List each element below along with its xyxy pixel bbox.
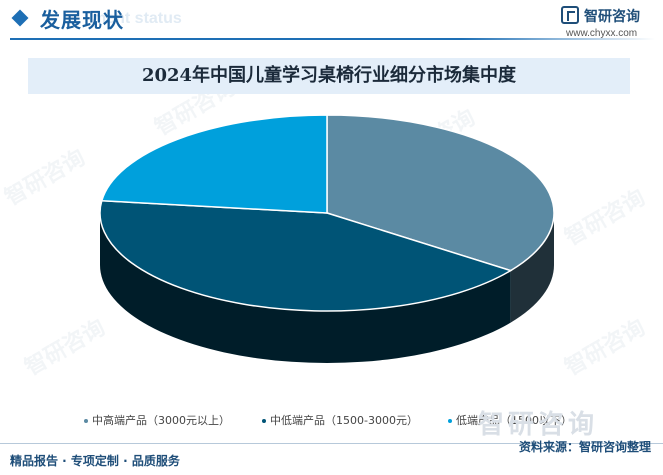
- logo-name: 智研咨询: [584, 9, 640, 25]
- pie-slice-2: [100, 114, 328, 214]
- section-header: ment status 发展现状 智研咨询 www.chyxx.com: [0, 0, 663, 44]
- chart-title-bar: 2024年中国儿童学习桌椅行业细分市场集中度: [28, 58, 630, 94]
- pie-slice-0: [326, 114, 555, 272]
- section-title-en: ment status: [92, 10, 182, 27]
- legend-swatch: [448, 419, 452, 423]
- pie-side-1: [100, 213, 511, 363]
- pie-slice-1: [99, 199, 513, 312]
- logo-icon: [561, 6, 579, 24]
- diamond-icon: [11, 9, 29, 27]
- pie-chart: [99, 114, 555, 363]
- legend-label: 中高端产品（3000元以上）: [92, 414, 230, 427]
- legend-item-low: 低端产品（1500以下）: [448, 412, 572, 428]
- footer-source: 资料来源：智研咨询整理: [518, 440, 651, 454]
- chart-title: 2024年中国儿童学习桌椅行业细分市场集中度: [141, 65, 517, 86]
- legend-item-high: 中高端产品（3000元以上）: [84, 412, 230, 428]
- logo-url: www.chyxx.com: [566, 28, 638, 39]
- legend-label: 中低端产品（1500-3000元）: [270, 414, 418, 427]
- legend-item-mid: 中低端产品（1500-3000元）: [262, 412, 418, 428]
- footer-tagline: 精品报告 · 专项定制 · 品质服务: [10, 454, 180, 468]
- section-title: 发展现状: [40, 8, 124, 32]
- legend-swatch: [262, 419, 266, 423]
- footer-divider: [0, 443, 663, 444]
- footer-watermark: 智研咨询: [478, 410, 599, 440]
- legend-swatch: [84, 419, 88, 423]
- pie-side-0: [510, 213, 554, 323]
- legend-label: 低端产品（1500以下）: [456, 414, 572, 427]
- header-divider: [10, 38, 655, 40]
